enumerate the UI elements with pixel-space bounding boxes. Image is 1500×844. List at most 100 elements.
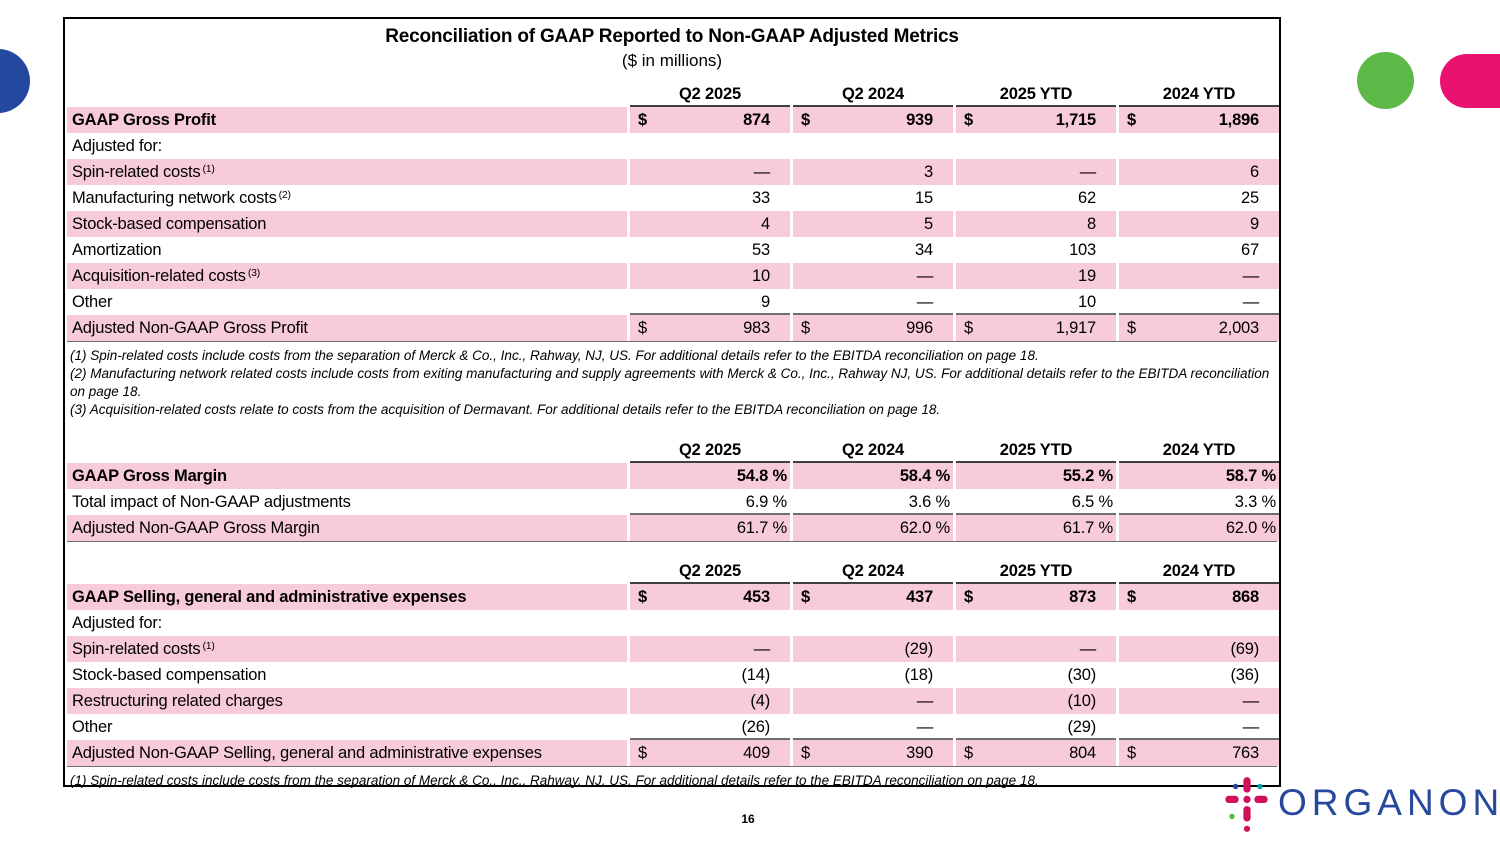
value-cell-group: 3.6 % — [793, 489, 953, 515]
cell-value: — — [916, 718, 934, 736]
cell-value — [956, 610, 1116, 636]
table-row: Adjusted Non-GAAP Gross Profit $983 $996 $1… — [67, 315, 1279, 342]
cell-value: 53 — [752, 241, 770, 259]
table-row: Adjusted Non-GAAP Selling, general and a… — [67, 740, 1279, 767]
value-cell-group: 4 — [630, 211, 790, 237]
cell-value: 390 — [906, 744, 933, 762]
table-row: GAAP Selling, general and administrative… — [67, 584, 1279, 610]
row-label: Adjusted Non-GAAP Selling, general and a… — [67, 740, 627, 766]
cell-value: 8 — [1087, 215, 1096, 233]
table-row: Stock-based compensation 4 5 8 9 — [67, 211, 1279, 237]
header-spacer — [67, 437, 627, 463]
cell-value: 61.7 % — [736, 519, 787, 537]
cell-value: 19 — [1078, 267, 1096, 285]
value-cell-group: $390 — [793, 740, 953, 766]
cell-value: 58.4 % — [899, 467, 950, 485]
cell-value: 67 — [1241, 241, 1259, 259]
value-cell-group: $873 — [956, 584, 1116, 610]
value-cell-group: — — [630, 636, 790, 662]
currency-symbol: $ — [638, 111, 647, 129]
value-cell-group: (69) — [1119, 636, 1279, 662]
value-cell-group: — — [630, 159, 790, 185]
value-cell-group: — — [1119, 688, 1279, 714]
value-cell-group: 54.8 % — [630, 463, 790, 489]
row-label: Adjusted Non-GAAP Gross Profit — [67, 315, 627, 341]
value-cell-group: 103 — [956, 237, 1116, 263]
value-cell-group: — — [1119, 714, 1279, 740]
row-label: Adjusted for: — [72, 137, 163, 155]
value-cell-group: 3.3 % — [1119, 489, 1279, 515]
table-row: Spin-related costs (1) — 3 — 6 — [67, 159, 1279, 185]
cell-value: 6.5 % — [1071, 493, 1113, 511]
table-section-sgna: Q2 2025 Q2 2024 2025 YTD 2024 YTD GAAP Selli… — [67, 558, 1279, 796]
value-cell-group: 34 — [793, 237, 953, 263]
table-subtitle: ($ in millions) — [621, 51, 723, 70]
value-cell-group — [793, 610, 953, 636]
value-cell-group: (14) — [630, 662, 790, 688]
value-cell-group: $1,715 — [956, 107, 1116, 133]
value-cell-group: 6.9 % — [630, 489, 790, 515]
cell-value: 10 — [752, 267, 770, 285]
value-cell-group — [630, 610, 790, 636]
organon-logo: ORGANON ™ — [1220, 772, 1500, 834]
cell-value — [630, 610, 790, 636]
column-header: Q2 2025 — [630, 558, 790, 584]
cell-value: 62.0 % — [899, 519, 950, 537]
table-section-gross-margin: Q2 2025 Q2 2024 2025 YTD 2024 YTD GAAP Gross… — [67, 437, 1279, 542]
cell-value: 453 — [743, 588, 770, 606]
value-cell-group: (26) — [630, 714, 790, 740]
value-cell-group: $1,917 — [956, 315, 1116, 341]
currency-symbol: $ — [801, 744, 810, 762]
cell-value: 6 — [1250, 163, 1259, 181]
row-label: GAAP Selling, general and administrative… — [67, 584, 627, 610]
value-cell-group: (18) — [793, 662, 953, 688]
cell-value: 9 — [761, 293, 770, 311]
value-cell-group: 58.4 % — [793, 463, 953, 489]
table-row: Spin-related costs (1) — (29) — (69) — [67, 636, 1279, 662]
column-header: Q2 2025 — [630, 437, 790, 463]
footnote: (3) Acquisition-related costs relate to … — [70, 402, 941, 417]
currency-symbol: $ — [1127, 111, 1136, 129]
column-header: 2024 YTD — [1119, 81, 1279, 107]
currency-symbol: $ — [801, 588, 810, 606]
cell-value: 1,917 — [1055, 319, 1096, 337]
value-cell-group — [793, 133, 953, 159]
value-cell-group: 3 — [793, 159, 953, 185]
value-cell-group — [1119, 610, 1279, 636]
value-cell-group: $868 — [1119, 584, 1279, 610]
cell-value: 437 — [906, 588, 933, 606]
cell-value: — — [1242, 267, 1260, 285]
cell-value: 939 — [906, 111, 933, 129]
row-label: Adjusted Non-GAAP Gross Margin — [67, 515, 627, 541]
cell-value: — — [916, 293, 934, 311]
pink-pill-decor — [1440, 54, 1500, 108]
value-cell-group: — — [956, 636, 1116, 662]
footnote-marker: (3) — [247, 267, 261, 279]
cell-value: — — [753, 163, 771, 181]
cell-value: 103 — [1069, 241, 1096, 259]
organon-logo-mark-icon — [1225, 777, 1268, 832]
footnote-marker: (1) — [202, 163, 215, 175]
currency-symbol: $ — [801, 111, 810, 129]
value-cell-group: — — [793, 688, 953, 714]
cell-value: 62 — [1078, 189, 1096, 207]
cell-value: (36) — [1230, 666, 1259, 684]
value-cell-group: — — [793, 714, 953, 740]
column-header: Q2 2024 — [793, 437, 953, 463]
column-header: 2025 YTD — [956, 558, 1116, 584]
value-cell-group: (30) — [956, 662, 1116, 688]
value-cell-group: (29) — [956, 714, 1116, 740]
table-row: Amortization 53 34 103 67 — [67, 237, 1277, 263]
currency-symbol: $ — [1127, 588, 1136, 606]
column-header-row: Q2 2025 Q2 2024 2025 YTD 2024 YTD — [67, 558, 1279, 584]
value-cell-group: 9 — [630, 289, 790, 315]
cell-value: 34 — [915, 241, 933, 259]
row-label: Spin-related costs (1) — [67, 636, 627, 662]
footnote: (1) Spin-related costs include costs fro… — [70, 348, 1039, 363]
table-row: Restructuring related charges (4) — (10) — — [67, 688, 1279, 714]
value-cell-group — [630, 133, 790, 159]
header-spacer — [67, 558, 627, 584]
column-header: Q2 2025 — [630, 81, 790, 107]
cell-value: 10 — [1078, 293, 1096, 311]
value-cell-group: 15 — [793, 185, 953, 211]
